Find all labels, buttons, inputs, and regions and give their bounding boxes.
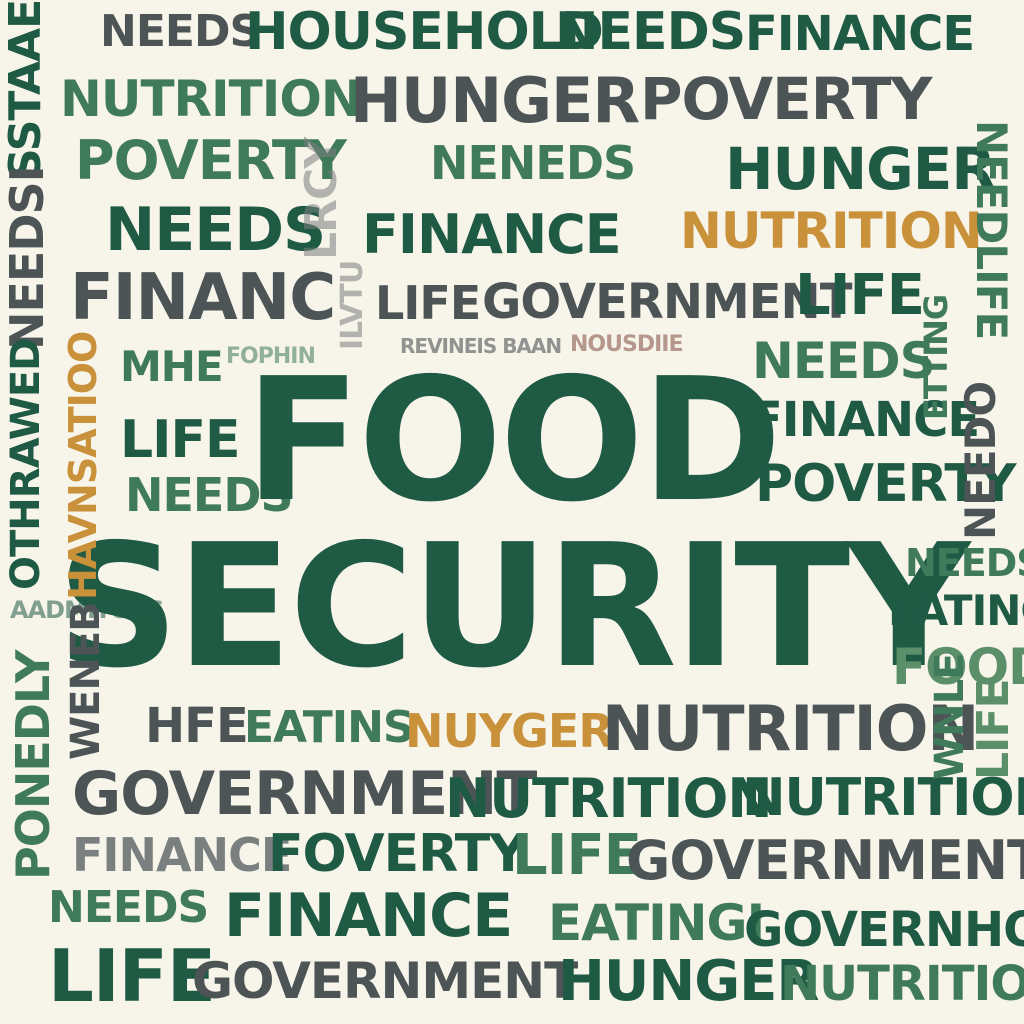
word-government: GOVERNMENT	[72, 759, 537, 829]
word-foverty: FOVERTY	[268, 824, 527, 884]
word-sstaaeer: SSTAAEER	[0, 0, 51, 180]
word-needsi: NEEDSI	[0, 166, 54, 350]
word-aadmitors: AADMITORS	[10, 596, 164, 624]
word-hunger: HUNGER	[350, 64, 640, 137]
word-government: GOVERNMENT	[482, 274, 852, 330]
word-needs: NEEDS	[48, 882, 209, 933]
word-poverty: POVERTY	[640, 65, 932, 133]
word-nutrition: NUTRITION	[742, 768, 1024, 828]
word-fophin: FOPHIN	[226, 344, 316, 369]
word-hunger: HUNGER	[725, 135, 996, 203]
word-lrcy: LRCY	[296, 137, 347, 260]
word-life: LIFE	[795, 263, 925, 328]
word-needs: NEEDS	[555, 2, 746, 62]
word-life: LIFE	[375, 276, 481, 330]
word-governhold: GOVERNHOLD	[744, 902, 1024, 958]
word-life: LIFE	[120, 410, 241, 470]
word-neneds: NENEDS	[430, 136, 636, 190]
word-financ: FINANC	[70, 261, 336, 335]
word-eatins: EATINS	[244, 702, 415, 753]
word-needs: NEEDS	[125, 468, 294, 522]
word-finance: FINANCE	[224, 881, 513, 951]
word-ilvtu: ILVTU	[335, 260, 370, 350]
word-needs: NEEDS	[100, 6, 261, 57]
word-nutrition: NUTRITION	[60, 70, 363, 128]
word-government: GOVERNMENT	[626, 829, 1024, 892]
word-nutrition: NUTRITION	[680, 202, 983, 260]
word-eating: EATING	[888, 586, 1024, 635]
word-finance: FINANCE	[745, 6, 975, 62]
word-hunger: HUNGER	[558, 949, 820, 1014]
word-needs: NEEDS	[752, 332, 936, 390]
word-wnle: WNLE	[927, 653, 973, 780]
word-eatingi: EATINGI	[548, 894, 765, 952]
word-life: LIFE	[512, 823, 642, 888]
word-poverty: POVERTY	[755, 454, 1017, 514]
word-ponedly: PONEDLY	[6, 650, 60, 880]
word-nutrition: NUTRITION	[780, 956, 1024, 1012]
word-finance: FINANCE	[362, 203, 622, 266]
title-security: SECURITY	[56, 508, 971, 706]
word-finance: FINANCE	[750, 392, 980, 448]
word-othrawed: OTHRAWED	[3, 338, 49, 590]
word-hfe: HFE	[145, 698, 249, 754]
word-nutrition: NUTRITION	[445, 767, 773, 830]
word-needs: NEEDS	[905, 541, 1024, 585]
word-food: FOOD	[892, 638, 1024, 696]
word-revineis: REVINEIS BAAN	[400, 334, 562, 358]
word-poverty: POVERTY	[75, 129, 347, 192]
word-nuyger: NUYGER	[405, 704, 614, 758]
word-needlife: NEEDLIFE	[967, 120, 1016, 340]
word-weneb: WENEB	[63, 602, 109, 760]
word-needo: NEEDO	[956, 381, 1005, 540]
title-food: FOOD	[244, 342, 782, 540]
word-nousdiie: NOUSDIIE	[570, 332, 683, 357]
word-nutrition: NUTRITION	[602, 692, 979, 765]
word-mhe: MHE	[120, 342, 224, 391]
word-life: LIFE	[48, 934, 216, 1018]
word-havnsatioo: HAVNSATIOO	[61, 331, 105, 600]
word-government: GOVERNMENT	[192, 952, 578, 1010]
word-finance: FINANCE	[72, 828, 292, 882]
word-life: LIFE	[968, 679, 1019, 780]
word-etting: ETTING	[917, 294, 955, 420]
word-household: HOUSEHOLD	[245, 2, 604, 62]
word-needs: NEEDS	[105, 195, 326, 265]
